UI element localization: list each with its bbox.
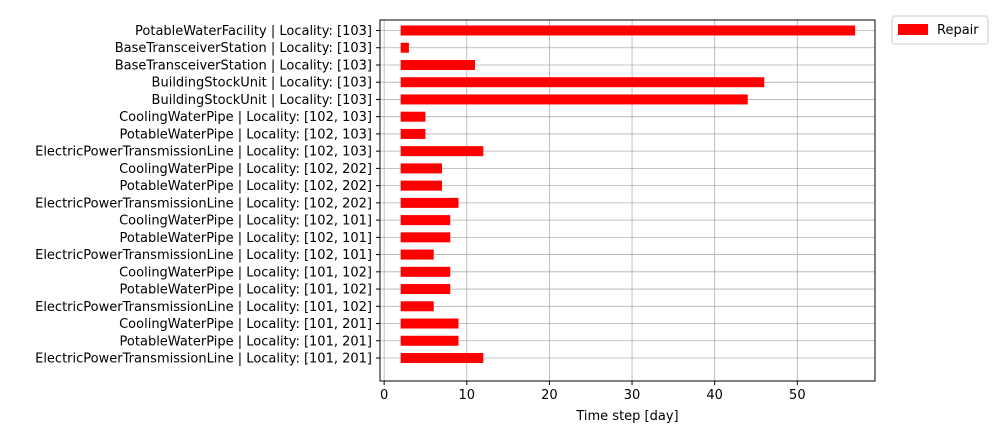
y-tick-label: ElectricPowerTransmissionLine | Locality…	[35, 248, 372, 263]
repair-bar	[400, 335, 459, 346]
y-axis-ticks: ElectricPowerTransmissionLine | Locality…	[35, 24, 380, 367]
y-tick-label: BaseTransceiverStation | Locality: [103]	[115, 58, 372, 73]
x-axis-label: Time step [day]	[575, 409, 678, 424]
x-tick-label: 0	[380, 388, 388, 403]
repair-bar	[400, 77, 765, 88]
repair-bar	[400, 249, 434, 260]
y-tick-label: PotableWaterPipe | Locality: [101, 102]	[120, 283, 372, 298]
x-tick-label: 10	[458, 388, 475, 403]
repair-bar	[400, 284, 451, 295]
repair-bar	[400, 146, 484, 157]
repair-bar	[400, 59, 476, 70]
x-tick-label: 50	[789, 388, 806, 403]
legend-box	[891, 15, 989, 45]
bars	[400, 25, 856, 363]
y-tick-label: PotableWaterPipe | Locality: [102, 101]	[120, 231, 372, 246]
repair-bar	[400, 318, 459, 329]
repair-bar	[400, 353, 484, 363]
y-tick-label: CoolingWaterPipe | Locality: [102, 101]	[119, 214, 372, 229]
y-tick-label: PotableWaterPipe | Locality: [101, 201]	[120, 334, 372, 349]
y-tick-label: ElectricPowerTransmissionLine | Locality…	[35, 145, 372, 160]
y-tick-label: PotableWaterFacility | Locality: [103]	[135, 24, 372, 39]
repair-bar	[400, 25, 856, 36]
repair-bar	[400, 215, 451, 226]
y-tick-label: ElectricPowerTransmissionLine | Locality…	[35, 352, 372, 367]
repair-bar	[400, 232, 451, 243]
repair-bar	[400, 266, 451, 277]
repair-bar	[400, 128, 426, 139]
y-tick-label: CoolingWaterPipe | Locality: [101, 102]	[119, 265, 372, 280]
repair-bar	[400, 111, 426, 122]
x-tick-label: 20	[541, 388, 558, 403]
repair-bar	[400, 163, 442, 174]
y-tick-label: BuildingStockUnit | Locality: [103]	[152, 93, 372, 108]
legend: Repair	[891, 15, 989, 45]
y-tick-label: PotableWaterPipe | Locality: [102, 202]	[120, 179, 372, 194]
repair-bar	[400, 94, 748, 105]
y-tick-label: PotableWaterPipe | Locality: [102, 103]	[120, 127, 372, 142]
y-tick-label: ElectricPowerTransmissionLine | Locality…	[35, 300, 372, 315]
legend-label-repair: Repair	[937, 23, 979, 38]
repair-bar	[400, 180, 442, 191]
x-axis-ticks: 0 10 20 30 40 50	[380, 381, 806, 403]
repair-bar	[400, 42, 409, 53]
x-tick-label: 30	[624, 388, 641, 403]
repair-bar	[400, 301, 434, 312]
x-tick-label: 40	[706, 388, 723, 403]
y-tick-label: CoolingWaterPipe | Locality: [102, 103]	[119, 110, 372, 125]
y-tick-label: BuildingStockUnit | Locality: [103]	[152, 76, 372, 91]
y-tick-label: CoolingWaterPipe | Locality: [102, 202]	[119, 162, 372, 177]
legend-swatch-repair	[898, 24, 928, 35]
y-tick-label: BaseTransceiverStation | Locality: [103]	[115, 41, 372, 56]
y-tick-label: ElectricPowerTransmissionLine | Locality…	[35, 196, 372, 211]
plot-area-frame	[379, 19, 876, 382]
y-tick-label: CoolingWaterPipe | Locality: [101, 201]	[119, 317, 372, 332]
repair-bar	[400, 197, 459, 208]
